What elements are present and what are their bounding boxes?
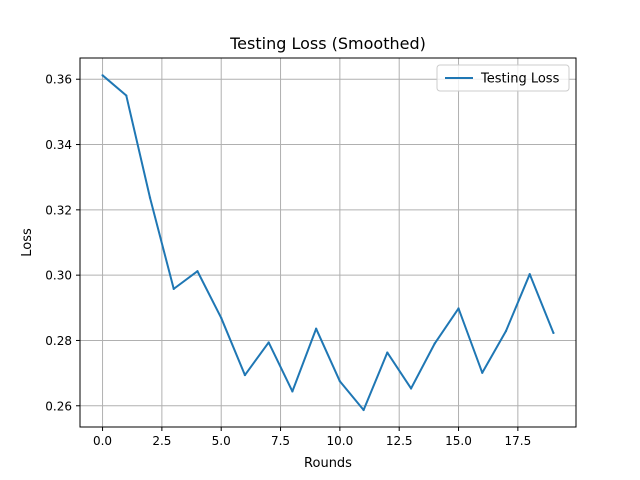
data-point — [220, 316, 223, 320]
data-point — [457, 307, 460, 310]
x-tick-label: 0.0 — [93, 434, 112, 448]
data-point — [172, 287, 175, 290]
data-point — [148, 196, 152, 199]
legend: Testing Loss — [436, 64, 570, 92]
data-point — [125, 94, 128, 97]
data-point — [267, 341, 270, 344]
y-tick-label: 0.30 — [45, 269, 72, 283]
x-tick-label: 7.5 — [271, 434, 290, 448]
data-point — [409, 387, 413, 390]
data-point — [481, 371, 484, 374]
data-point — [315, 327, 318, 330]
x-tick-label: 17.5 — [504, 434, 531, 448]
data-point — [552, 331, 555, 335]
x-tick-label: 5.0 — [212, 434, 231, 448]
data-point — [291, 390, 294, 393]
y-tick-label: 0.28 — [45, 334, 72, 348]
y-tick-label: 0.26 — [45, 399, 72, 413]
y-axis-ticks: 0.26 0.28 0.30 0.32 0.34 0.36 — [45, 73, 80, 413]
data-point — [243, 373, 247, 377]
legend-label: Testing Loss — [480, 72, 560, 87]
x-tick-label: 15.0 — [445, 434, 472, 448]
y-tick-label: 0.32 — [45, 203, 72, 217]
x-tick-label: 12.5 — [386, 434, 413, 448]
data-point — [101, 74, 104, 77]
legend-box — [436, 64, 570, 92]
series-line-0 — [101, 74, 555, 412]
data-point — [528, 273, 531, 276]
data-point — [362, 408, 365, 412]
data-point — [196, 270, 199, 273]
y-tick-label: 0.36 — [45, 73, 72, 87]
x-axis-ticks: 0.0 2.5 5.0 7.5 10.0 12.5 15.0 17.5 — [93, 427, 531, 448]
y-tick-label: 0.34 — [45, 138, 72, 152]
x-tick-label: 2.5 — [152, 434, 171, 448]
series-layer — [101, 74, 555, 412]
data-point — [504, 329, 508, 333]
y-axis-label: Loss — [20, 228, 35, 257]
data-point — [433, 342, 436, 345]
chart-title: Testing Loss (Smoothed) — [229, 34, 426, 53]
x-axis-label: Rounds — [304, 456, 352, 471]
x-tick-label: 10.0 — [327, 434, 354, 448]
data-point — [338, 380, 341, 383]
plot-frame — [79, 57, 577, 428]
data-point — [386, 351, 389, 354]
grid-lines — [80, 58, 576, 427]
